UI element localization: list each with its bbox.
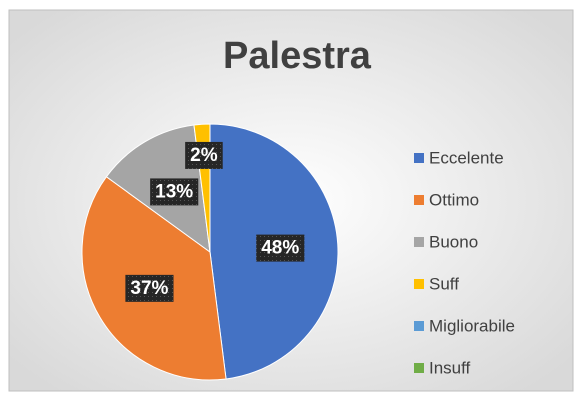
legend-swatch: [414, 237, 424, 247]
data-label-box: [125, 274, 174, 302]
data-label-box: [150, 178, 199, 206]
legend-label: Buono: [429, 232, 478, 251]
data-label: 13%: [155, 181, 193, 202]
legend-swatch: [414, 195, 424, 205]
chart-title: Palestra: [223, 35, 372, 77]
legend-label: Migliorabile: [429, 316, 515, 335]
data-label: 37%: [130, 278, 168, 299]
data-label: 48%: [261, 238, 299, 259]
legend-swatch: [414, 153, 424, 163]
legend-label: Eccelente: [429, 148, 504, 167]
data-label-box: [256, 234, 305, 262]
legend-label: Insuff: [429, 358, 471, 377]
data-label: 2%: [190, 145, 218, 166]
legend-swatch: [414, 321, 424, 331]
legend-label: Suff: [429, 274, 459, 293]
legend-swatch: [414, 363, 424, 373]
legend-swatch: [414, 279, 424, 289]
data-label-box: [185, 141, 223, 169]
legend-label: Ottimo: [429, 190, 479, 209]
